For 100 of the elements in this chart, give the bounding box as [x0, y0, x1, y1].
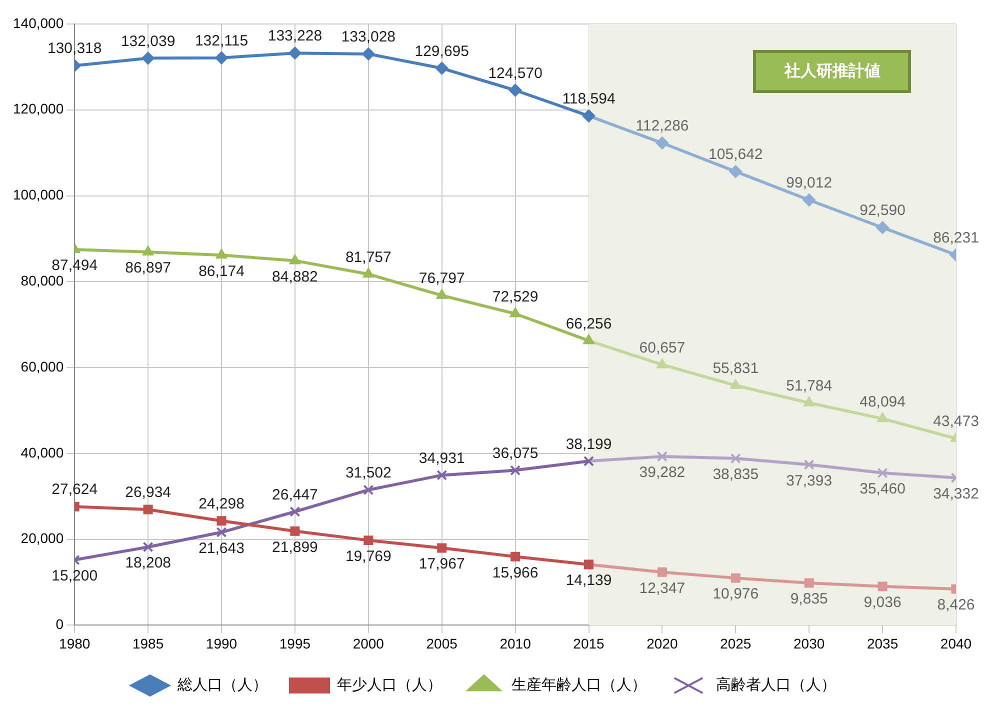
x-tick-label: 2025	[720, 635, 752, 652]
data-label: 86,231	[933, 230, 979, 247]
point	[364, 536, 374, 546]
point	[804, 459, 814, 470]
data-label: 35,460	[860, 480, 906, 498]
point	[656, 358, 668, 368]
y-tick-label: 60,000	[20, 358, 64, 374]
data-label: 76,797	[418, 270, 465, 288]
data-label: 51,784	[786, 377, 832, 394]
x-tick-label: 2010	[500, 635, 532, 652]
data-label: 133,028	[341, 28, 396, 46]
data-label: 66,256	[566, 315, 612, 332]
data-label: 8,426	[937, 596, 975, 614]
y-tick-label: 120,000	[12, 100, 64, 117]
y-tick-label: 20,000	[20, 530, 64, 546]
data-label: 43,473	[933, 413, 979, 430]
data-label: 132,039	[120, 32, 176, 50]
x-tick-label: 2000	[352, 635, 384, 652]
point	[215, 51, 228, 64]
x-tick-label: 1985	[132, 635, 164, 652]
y-tick-label: 140,000	[12, 14, 64, 31]
x-tick-label: 1995	[279, 635, 311, 652]
data-label: 12,347	[639, 580, 686, 597]
point	[730, 453, 741, 464]
data-label: 36,075	[492, 444, 538, 462]
data-label: 18,208	[125, 554, 171, 572]
data-label: 86,174	[198, 262, 244, 280]
point	[216, 248, 228, 259]
point	[216, 516, 226, 526]
point	[436, 470, 448, 480]
point	[510, 552, 520, 562]
data-label: 34,931	[418, 450, 465, 467]
point	[508, 84, 522, 97]
point	[730, 573, 740, 583]
point	[363, 484, 374, 496]
point	[730, 378, 742, 389]
data-label: 14,139	[566, 572, 612, 590]
data-label: 99,012	[786, 174, 832, 192]
data-label: 38,835	[712, 466, 759, 484]
y-tick-label: 40,000	[20, 444, 64, 460]
data-label: 15,966	[492, 564, 538, 582]
data-label: 72,529	[492, 288, 538, 306]
point	[216, 527, 227, 538]
legend-label: 総人口（人）	[176, 675, 268, 694]
data-label: 26,934	[125, 484, 171, 502]
point	[656, 451, 668, 462]
x-tick-label: 2015	[573, 635, 605, 652]
point	[802, 194, 816, 207]
data-label: 133,228	[268, 28, 322, 45]
legend-label: 年少人口（人）	[337, 675, 442, 694]
data-label: 81,757	[345, 248, 392, 266]
point	[289, 254, 301, 264]
point	[656, 136, 669, 150]
point	[435, 62, 448, 75]
point	[142, 542, 154, 552]
data-label: 24,298	[198, 496, 244, 512]
data-label: 17,967	[418, 556, 465, 573]
data-label: 130,318	[47, 40, 102, 58]
data-label: 9,036	[864, 594, 902, 612]
point	[288, 46, 302, 60]
data-label: 86,897	[125, 260, 171, 277]
data-label: 118,594	[562, 90, 616, 108]
data-label: 84,882	[272, 268, 318, 286]
data-label: 39,282	[639, 464, 686, 482]
x-tick-label: 1990	[206, 635, 238, 652]
point	[143, 504, 153, 514]
point	[142, 246, 154, 256]
x-tick-label: 1980	[59, 635, 90, 652]
data-label: 15,200	[52, 568, 98, 585]
point	[290, 506, 300, 517]
point	[878, 582, 888, 592]
data-label: 132,115	[194, 32, 248, 50]
y-tick-label: 0	[56, 616, 64, 632]
data-label: 112,286	[636, 118, 689, 135]
data-label: 34,332	[933, 485, 979, 502]
data-label: 87,494	[52, 257, 98, 274]
point	[804, 578, 814, 588]
data-label: 9,835	[790, 590, 828, 608]
legend-label: 生産年齢人口（人）	[512, 675, 646, 694]
data-label: 21,643	[198, 540, 244, 557]
data-label: 19,769	[345, 548, 392, 565]
label-box: 社人研推計値	[753, 50, 912, 93]
data-label: 31,502	[345, 464, 392, 482]
point	[657, 567, 667, 577]
point	[142, 52, 155, 65]
data-label: 10,976	[712, 586, 759, 603]
data-label: 21,899	[272, 538, 318, 556]
point	[362, 47, 375, 60]
point	[510, 465, 521, 476]
x-tick-label: 2035	[866, 635, 898, 652]
data-label: 129,695	[414, 42, 469, 60]
y-tick-label: 100,000	[12, 186, 64, 203]
point	[803, 396, 815, 406]
data-label: 26,447	[272, 486, 318, 504]
point	[729, 165, 742, 178]
data-label: 60,657	[639, 339, 686, 356]
data-label: 38,199	[566, 436, 612, 453]
data-label: 48,094	[860, 393, 906, 410]
legend-label: 高齢者人口（人）	[716, 675, 836, 694]
data-label: 27,624	[52, 481, 98, 498]
